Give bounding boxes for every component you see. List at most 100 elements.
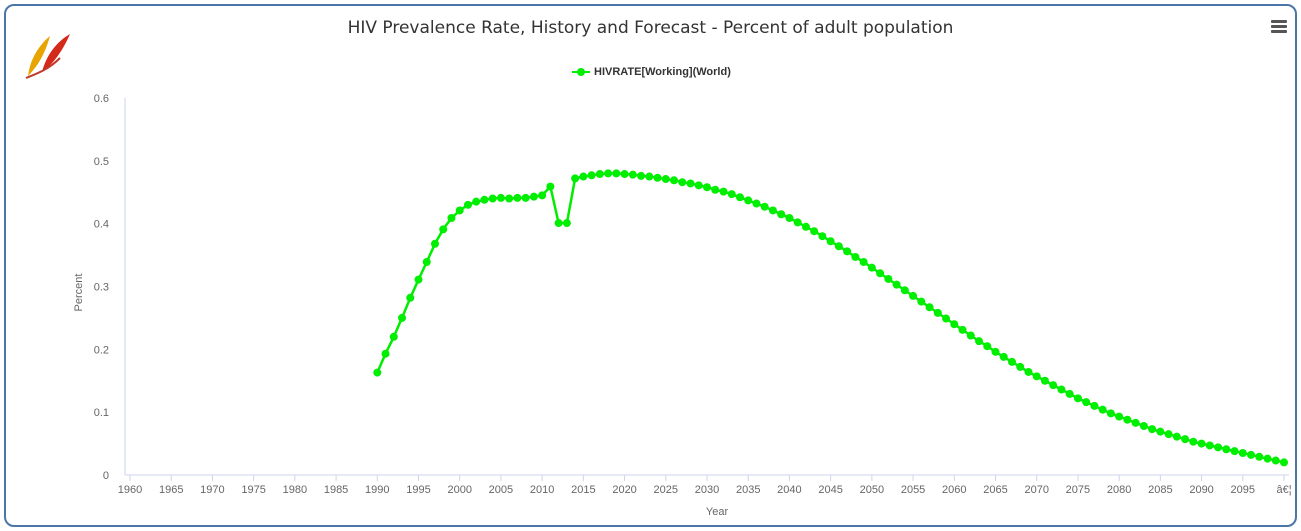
x-tick-label: 2095 — [1231, 484, 1255, 496]
data-point — [595, 170, 604, 179]
data-point — [430, 239, 439, 248]
data-point — [546, 182, 555, 191]
legend-swatch-icon — [572, 66, 590, 78]
data-point — [793, 218, 802, 227]
data-point — [1172, 432, 1181, 441]
x-axis-title: Year — [706, 506, 729, 518]
data-point — [571, 174, 580, 183]
data-point — [909, 291, 918, 300]
x-tick-label: 2090 — [1189, 484, 1213, 496]
x-tick-label: 2080 — [1107, 484, 1131, 496]
data-point — [1123, 415, 1132, 424]
data-point — [587, 171, 596, 180]
x-tick-label: 1985 — [324, 484, 348, 496]
data-point — [1082, 398, 1091, 407]
hamburger-menu-icon[interactable] — [1271, 20, 1287, 34]
data-point — [661, 175, 670, 184]
data-point — [834, 242, 843, 251]
y-tick-label: 0.2 — [94, 344, 109, 356]
y-tick-label: 0.6 — [94, 93, 109, 105]
data-point — [694, 181, 703, 190]
x-tick-label: 1980 — [283, 484, 307, 496]
data-point — [670, 176, 679, 185]
data-point — [1189, 437, 1198, 446]
data-point — [768, 206, 777, 215]
data-point — [843, 247, 852, 256]
data-point — [1164, 430, 1173, 439]
data-point — [562, 219, 571, 228]
data-point — [859, 257, 868, 266]
data-point — [966, 331, 975, 340]
data-point — [1222, 445, 1231, 454]
data-point — [1255, 452, 1264, 461]
legend-item[interactable]: HIVRATE[Working](World) — [572, 66, 731, 78]
data-point — [1280, 458, 1288, 467]
data-point — [933, 308, 942, 317]
data-point — [455, 206, 464, 215]
data-point — [735, 193, 744, 202]
x-tick-label: 2060 — [942, 484, 966, 496]
data-point — [1057, 385, 1066, 394]
data-point — [1181, 435, 1190, 444]
chart-title: HIV Prevalence Rate, History and Forecas… — [347, 18, 954, 38]
data-point — [505, 194, 514, 203]
data-point — [1016, 362, 1025, 371]
x-tick-label: 2070 — [1024, 484, 1048, 496]
data-point — [711, 185, 720, 194]
data-point — [1148, 425, 1157, 434]
data-point — [851, 252, 860, 261]
data-point — [818, 232, 827, 241]
data-point — [513, 193, 522, 202]
y-tick-label: 0.5 — [94, 156, 109, 168]
data-point — [637, 171, 646, 180]
data-point — [463, 200, 472, 209]
x-tick-label: 2000 — [447, 484, 471, 496]
data-point — [991, 347, 1000, 356]
chart-frame: HIV Prevalence Rate, History and Forecas… — [4, 4, 1297, 527]
y-axis-title: Percent — [73, 274, 85, 312]
x-tick-label: 2035 — [736, 484, 760, 496]
data-point — [678, 178, 687, 187]
x-tick-label: 2065 — [983, 484, 1007, 496]
data-point — [604, 169, 613, 178]
x-tick-label: 2040 — [777, 484, 801, 496]
y-tick-label: 0.1 — [94, 407, 109, 419]
data-point — [942, 314, 951, 323]
series-line — [376, 172, 1285, 464]
data-point — [612, 169, 621, 178]
data-point — [529, 192, 538, 201]
x-tick-label: 1975 — [241, 484, 265, 496]
data-point — [958, 325, 967, 334]
data-point — [1230, 447, 1239, 456]
data-point — [628, 170, 637, 179]
data-point — [398, 313, 407, 322]
data-point — [801, 222, 810, 231]
data-point — [1049, 381, 1058, 390]
data-point — [389, 332, 398, 341]
data-point — [686, 179, 695, 188]
x-tick-label: 2025 — [654, 484, 678, 496]
x-tick-label: 1990 — [365, 484, 389, 496]
data-point — [1065, 389, 1074, 398]
y-tick-label: 0 — [103, 470, 109, 482]
data-point — [1214, 443, 1223, 452]
data-point — [1032, 372, 1041, 381]
data-point — [727, 190, 736, 199]
data-point — [472, 197, 481, 206]
data-point — [1271, 456, 1280, 465]
data-point — [1263, 454, 1272, 463]
data-point — [414, 275, 423, 284]
data-point — [1139, 421, 1148, 430]
data-point — [521, 193, 530, 202]
data-point — [810, 227, 819, 236]
data-point — [925, 303, 934, 312]
x-tick-label: 2015 — [571, 484, 595, 496]
data-point — [480, 195, 489, 204]
data-point — [719, 187, 728, 196]
data-point — [1156, 427, 1165, 436]
x-tick-label: â€¦ — [1276, 484, 1291, 496]
data-point — [1238, 449, 1247, 458]
data-point — [1007, 357, 1016, 366]
data-point — [983, 342, 992, 351]
data-point — [422, 257, 431, 266]
